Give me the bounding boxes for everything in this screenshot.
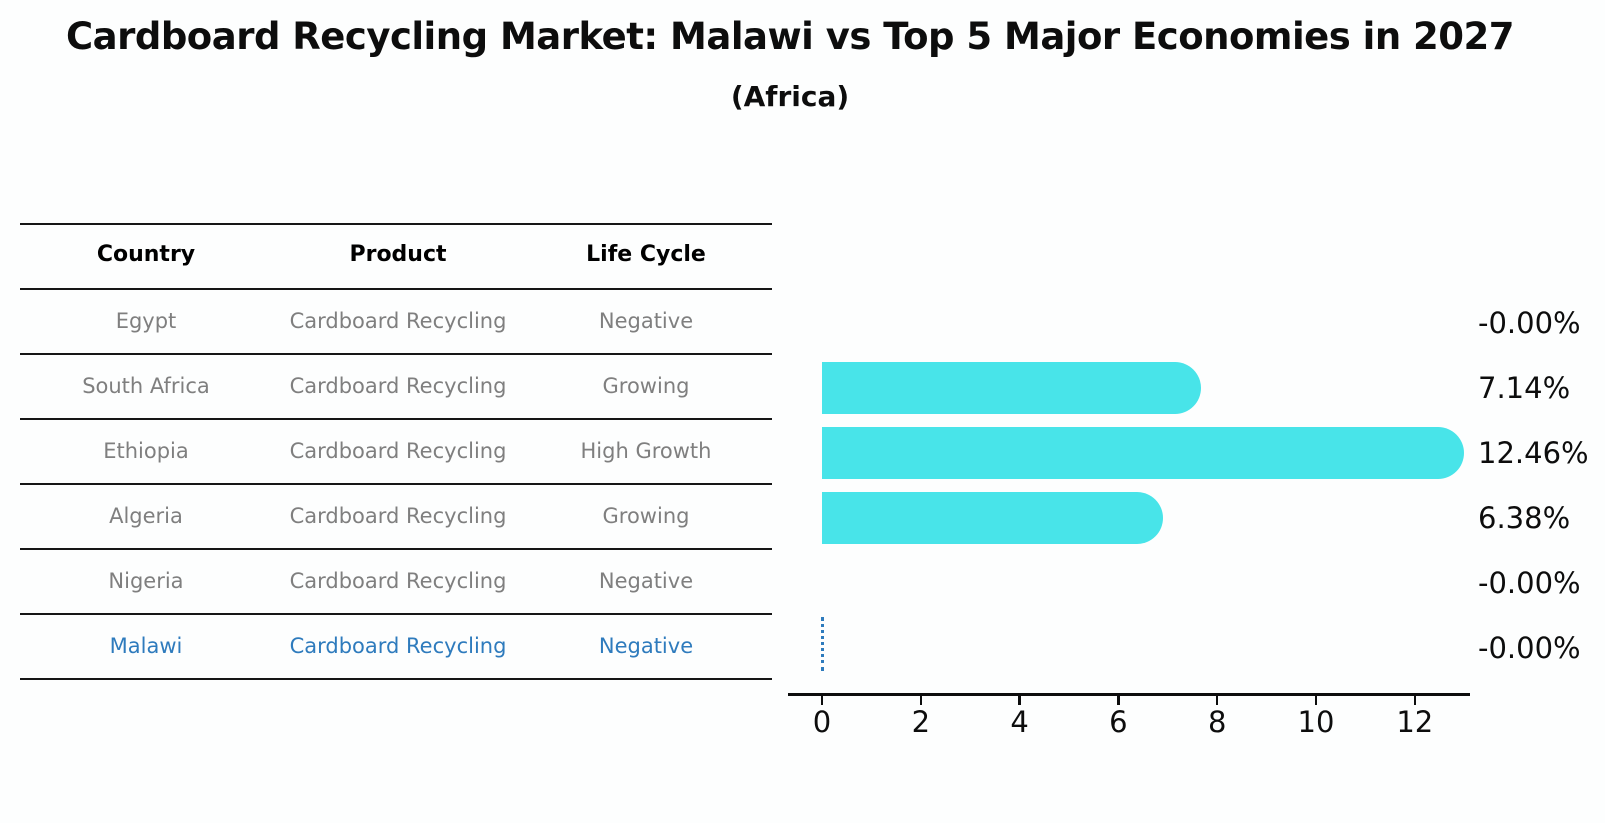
table-horizontal-line bbox=[20, 548, 772, 550]
x-axis-line bbox=[788, 693, 1470, 696]
x-tick-mark bbox=[1018, 694, 1021, 705]
cell-country: Algeria bbox=[109, 503, 183, 528]
bar-south-africa bbox=[822, 361, 1201, 414]
cell-product: Cardboard Recycling bbox=[289, 373, 507, 398]
x-tick-mark bbox=[1215, 694, 1219, 705]
table-horizontal-line bbox=[20, 288, 772, 290]
x-tick-label: 4 bbox=[1010, 705, 1029, 739]
cell-country: South Africa bbox=[82, 373, 210, 398]
bar-algeria bbox=[822, 491, 1164, 544]
value-label-nigeria: -0.00% bbox=[1478, 565, 1581, 600]
cell-life-cycle: Negative bbox=[598, 568, 694, 593]
cell-country: Ethiopia bbox=[103, 438, 189, 463]
cell-life-cycle: Growing bbox=[602, 503, 690, 528]
cell-life-cycle: Negative bbox=[598, 633, 694, 658]
cell-country: Nigeria bbox=[108, 568, 184, 593]
value-label-algeria: 6.38% bbox=[1478, 500, 1571, 535]
x-tick-label: 10 bbox=[1297, 705, 1335, 739]
x-tick-mark bbox=[919, 694, 923, 705]
value-label-malawi: -0.00% bbox=[1478, 630, 1581, 665]
cell-country: Egypt bbox=[115, 308, 177, 333]
cell-life-cycle: Negative bbox=[598, 308, 694, 333]
bar-ethiopia bbox=[822, 426, 1464, 479]
x-tick-label: 8 bbox=[1207, 705, 1227, 739]
value-label-egypt: -0.00% bbox=[1478, 305, 1581, 340]
table-horizontal-line bbox=[20, 678, 772, 680]
x-tick-mark bbox=[820, 694, 824, 705]
x-tick-label: 0 bbox=[812, 705, 832, 739]
column-header-country: Country bbox=[96, 242, 196, 267]
chart-title: Cardboard Recycling Market: Malawi vs To… bbox=[65, 15, 1515, 58]
value-label-south-africa: 7.14% bbox=[1478, 370, 1571, 405]
table-horizontal-line bbox=[20, 353, 772, 355]
cell-life-cycle: Growing bbox=[602, 373, 690, 398]
column-header-product: Product bbox=[349, 242, 447, 267]
value-label-ethiopia: 12.46% bbox=[1478, 435, 1589, 470]
table-horizontal-line bbox=[20, 483, 772, 485]
x-tick-mark bbox=[1117, 694, 1120, 705]
cell-product: Cardboard Recycling bbox=[289, 438, 507, 463]
column-header-life-cycle: Life Cycle bbox=[586, 242, 706, 267]
cell-product: Cardboard Recycling bbox=[289, 308, 507, 333]
cell-country: Malawi bbox=[109, 633, 183, 658]
highlight-zero-marker bbox=[820, 617, 824, 671]
table-horizontal-line bbox=[20, 613, 772, 615]
x-tick-mark bbox=[1413, 694, 1417, 705]
cell-product: Cardboard Recycling bbox=[289, 503, 507, 528]
x-tick-label: 12 bbox=[1396, 705, 1434, 739]
cell-product: Cardboard Recycling bbox=[289, 633, 507, 658]
cell-product: Cardboard Recycling bbox=[289, 568, 507, 593]
x-tick-label: 6 bbox=[1109, 705, 1128, 739]
table-horizontal-line bbox=[20, 223, 772, 225]
x-tick-label: 2 bbox=[911, 705, 931, 739]
cell-life-cycle: High Growth bbox=[580, 438, 712, 463]
table-horizontal-line bbox=[20, 418, 772, 420]
x-tick-mark bbox=[1314, 694, 1318, 705]
chart-subtitle: (Africa) bbox=[730, 80, 850, 113]
